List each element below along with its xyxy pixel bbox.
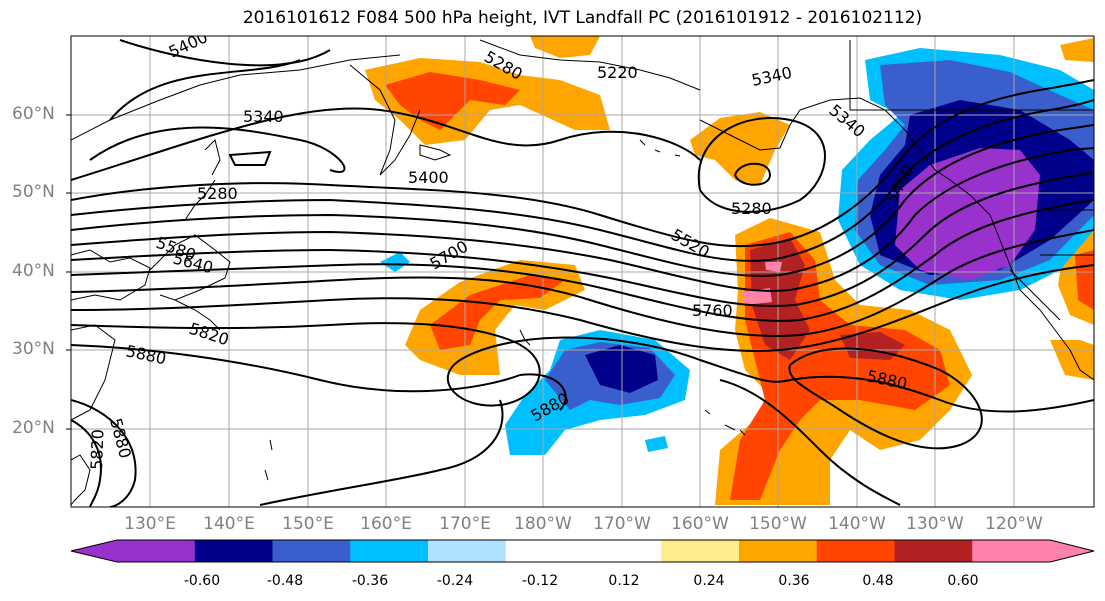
height-contours	[71, 39, 1094, 507]
colorbar-tick-label: -0.60	[183, 573, 221, 589]
ivt-positive-fill-subtropical	[405, 260, 585, 375]
lon-label: 180°W	[514, 514, 572, 534]
ivt-negative-fill-north	[838, 48, 1094, 300]
axis-ticks	[66, 114, 71, 430]
colorbar-tick-label: 0.60	[947, 573, 979, 589]
lon-label: 140°E	[203, 514, 255, 534]
colorbar-segment	[505, 540, 584, 562]
lat-label: 50°N	[12, 182, 55, 202]
lon-label: 160°E	[360, 514, 412, 534]
colorbar-segment	[894, 540, 973, 562]
colorbar-tick-label: -0.48	[266, 573, 304, 589]
lat-label: 40°N	[12, 261, 55, 281]
lon-label: 130°E	[124, 514, 176, 534]
colorbar-tick-label: -0.36	[351, 573, 389, 589]
colorbar-tick-label: 0.36	[778, 573, 810, 589]
map-area: 5400 5280 5220 5340 5340 5340 5400 5280 …	[71, 36, 1094, 507]
contour-label: 5280	[731, 199, 772, 218]
lat-label: 30°N	[12, 339, 55, 359]
colorbar-segment	[661, 540, 740, 562]
colorbar-tick-label: -0.24	[436, 573, 474, 589]
contour-label: 5340	[243, 107, 284, 126]
lon-label: 130°W	[906, 514, 964, 534]
contour-label: 5220	[597, 63, 638, 82]
colorbar-outline	[70, 539, 1095, 563]
colorbar-segment	[117, 540, 196, 562]
colorbar-tick-label: -0.12	[521, 573, 559, 589]
lon-label: 170°W	[593, 514, 651, 534]
lon-label: 120°W	[985, 514, 1043, 534]
lat-label: 20°N	[12, 418, 55, 438]
colorbar-tick-label: 0.24	[693, 573, 725, 589]
graticule	[71, 36, 1094, 507]
colorbar-segment	[428, 540, 507, 562]
colorbar-extend-low	[71, 540, 117, 562]
lon-label: 150°W	[749, 514, 807, 534]
contour-label: 5400	[408, 168, 449, 187]
lon-label: 150°E	[282, 514, 334, 534]
colorbar-tick-label: 0.12	[608, 573, 640, 589]
colorbar-segment	[816, 540, 895, 562]
lat-label: 60°N	[12, 104, 55, 124]
colorbar-segment	[583, 540, 662, 562]
map-title: 2016101612 F084 500 hPa height, IVT Land…	[242, 8, 923, 28]
colorbar-segment	[272, 540, 351, 562]
ivt-positive-fill-north-pacific	[365, 36, 1094, 145]
colorbar	[71, 540, 1094, 562]
colorbar-extend-high	[1050, 540, 1094, 562]
colorbar-segment	[350, 540, 429, 562]
contour-label: 5280	[197, 184, 238, 203]
contour-label: 5760	[692, 301, 733, 320]
colorbar-segment	[739, 540, 818, 562]
contour-label: 5820	[87, 429, 107, 470]
colorbar-segment	[972, 540, 1051, 562]
colorbar-segment	[194, 540, 273, 562]
lon-label: 160°W	[671, 514, 729, 534]
colorbar-tick-label: 0.48	[862, 573, 894, 589]
coastlines	[71, 39, 1094, 506]
lon-label: 140°W	[828, 514, 886, 534]
lon-label: 170°E	[439, 514, 491, 534]
